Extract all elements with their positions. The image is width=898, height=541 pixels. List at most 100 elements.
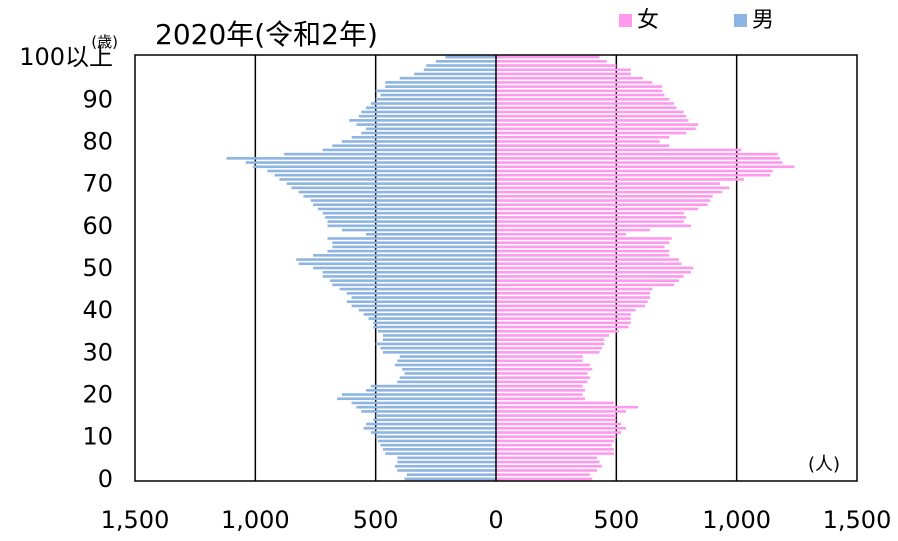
- male-bars: [226, 55, 496, 481]
- y-axis-label: (歳): [91, 33, 118, 51]
- female-bar: [496, 414, 617, 417]
- male-bar: [373, 325, 496, 329]
- male-bar: [284, 152, 496, 156]
- female-bar: [496, 110, 684, 114]
- male-bar: [358, 114, 496, 118]
- male-bar: [346, 300, 496, 304]
- male-bar: [351, 304, 496, 308]
- male-bar: [346, 291, 496, 295]
- male-bar: [303, 194, 496, 198]
- female-bar: [496, 93, 665, 97]
- female-bar: [496, 342, 605, 346]
- male-bar: [322, 148, 496, 152]
- male-bar: [382, 338, 496, 342]
- x-tick-label: 1,000: [702, 506, 771, 534]
- male-bar: [366, 422, 496, 426]
- female-bar: [496, 123, 699, 126]
- male-bar: [313, 203, 496, 207]
- legend-label-female: 女: [637, 8, 659, 33]
- male-bar: [414, 72, 496, 76]
- male-bar: [375, 414, 496, 417]
- female-bar: [496, 426, 626, 430]
- male-bar: [382, 351, 496, 354]
- female-bar: [496, 304, 646, 308]
- female-bar: [496, 351, 600, 354]
- female-bar: [496, 97, 670, 101]
- female-bar: [496, 401, 614, 405]
- male-bar: [375, 97, 496, 101]
- female-bar: [496, 72, 631, 76]
- female-bar: [496, 439, 614, 443]
- male-bar: [296, 258, 496, 261]
- female-bar: [496, 355, 583, 358]
- female-bar: [496, 85, 663, 88]
- female-bar: [496, 194, 713, 198]
- male-bar: [327, 249, 496, 253]
- female-bar: [496, 270, 691, 274]
- female-bar: [496, 114, 687, 118]
- male-bar: [332, 144, 496, 147]
- female-bar: [496, 55, 600, 59]
- male-bar: [313, 266, 496, 270]
- male-bar: [368, 317, 496, 320]
- x-tick-label: 500: [593, 506, 639, 534]
- x-tick-label: 1,500: [101, 506, 170, 534]
- female-bar: [496, 245, 665, 249]
- female-bar: [496, 367, 593, 371]
- male-bar: [404, 477, 496, 481]
- male-bar: [322, 270, 496, 274]
- male-bar: [399, 76, 496, 80]
- male-bar: [361, 110, 496, 114]
- male-bar: [375, 435, 496, 439]
- male-bar: [373, 418, 496, 422]
- female-bar: [496, 464, 602, 468]
- female-bar: [496, 216, 687, 219]
- male-bar: [378, 439, 496, 443]
- x-tick-label: 1,500: [823, 506, 892, 534]
- female-bar: [496, 81, 653, 84]
- male-bar: [245, 161, 496, 164]
- male-bar: [394, 464, 496, 468]
- male-bar: [351, 401, 496, 405]
- female-bar: [496, 359, 583, 363]
- legend-label-male: 男: [752, 8, 774, 33]
- male-bar: [402, 367, 496, 371]
- female-bar: [496, 135, 670, 139]
- age-tick-label: 100以上: [19, 43, 113, 71]
- male-bar: [327, 220, 496, 223]
- female-bar: [496, 203, 708, 207]
- female-bar: [496, 287, 653, 291]
- age-tick-label: 50: [82, 254, 113, 282]
- female-bar: [496, 334, 610, 337]
- female-bar: [496, 76, 643, 80]
- male-bar: [380, 443, 496, 447]
- x-axis-unit-label: (人): [808, 454, 840, 475]
- female-bar: [496, 102, 675, 105]
- female-bar: [496, 127, 696, 131]
- female-bar: [496, 376, 590, 379]
- female-bar: [496, 473, 590, 476]
- female-bar: [496, 380, 588, 384]
- male-bar: [375, 89, 496, 93]
- male-bar: [279, 178, 496, 181]
- male-bar: [298, 190, 496, 194]
- male-bar: [325, 216, 496, 219]
- female-bar: [496, 405, 638, 409]
- male-bar: [332, 283, 496, 287]
- male-bar: [363, 426, 496, 430]
- male-bar: [385, 81, 496, 84]
- female-bar: [496, 60, 607, 63]
- male-bar: [445, 55, 496, 59]
- female-bar: [496, 190, 723, 194]
- female-bar: [496, 363, 590, 367]
- male-bar: [375, 342, 496, 346]
- male-bar: [397, 469, 496, 472]
- male-bar: [351, 296, 496, 299]
- male-bar: [317, 207, 496, 211]
- female-bar: [496, 148, 742, 152]
- female-bar: [496, 325, 629, 329]
- male-bar: [370, 431, 496, 434]
- female-bar: [496, 106, 677, 110]
- female-bar: [496, 460, 600, 464]
